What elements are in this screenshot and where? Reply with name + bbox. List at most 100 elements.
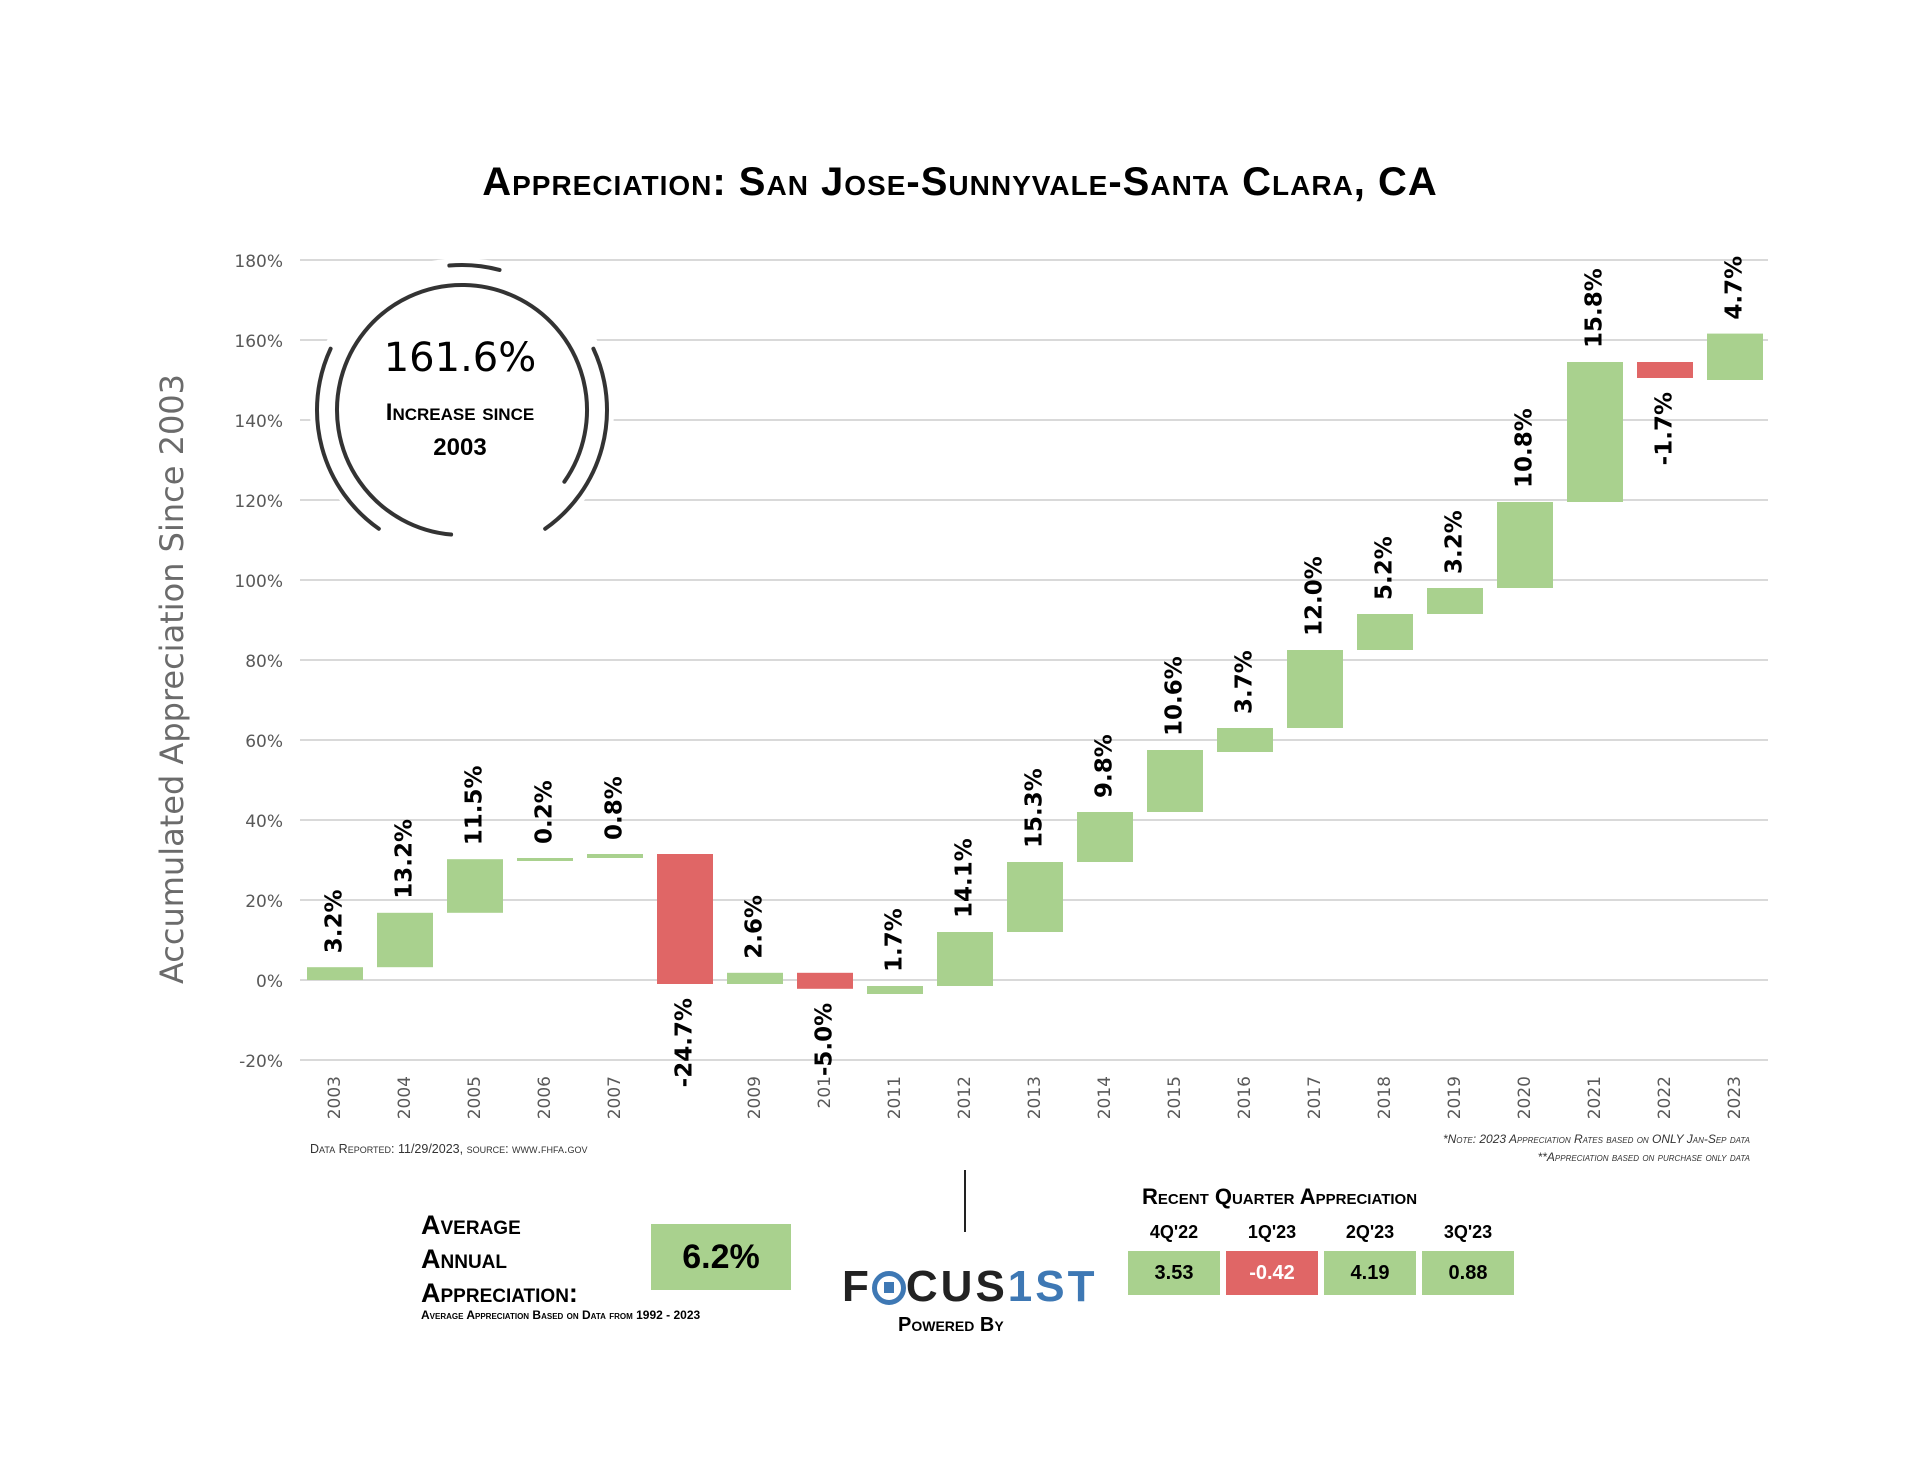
quarter-value-cell: 0.88 <box>1422 1251 1514 1295</box>
bar <box>587 854 643 858</box>
bar-label: -5.0% <box>812 1003 838 1076</box>
x-tick-label: 2018 <box>1375 1076 1395 1119</box>
x-tick-label: 2016 <box>1235 1076 1255 1119</box>
y-axis-title: Accumulated Appreciation Since 2003 <box>153 373 191 985</box>
y-tick-label: 20% <box>245 892 283 912</box>
x-tick-label: 2014 <box>1095 1076 1115 1119</box>
bar <box>447 859 503 913</box>
bar-label: 9.8% <box>1092 734 1118 798</box>
callout-label: Increase since 2003 <box>360 395 560 465</box>
powered-by: Powered By <box>898 1314 1004 1336</box>
y-tick-label: 140% <box>234 412 283 432</box>
average-label-line2: Annual <box>421 1244 507 1274</box>
focus1st-logo: F CUS1ST <box>842 1262 1098 1312</box>
bar <box>1497 502 1553 588</box>
y-tick-label: 160% <box>234 332 283 352</box>
y-tick-label: 100% <box>234 572 283 592</box>
x-tick-label: 2007 <box>605 1076 625 1119</box>
bar-label: 10.8% <box>1512 408 1538 488</box>
ring-arc <box>447 263 502 272</box>
callout-label-line1: Increase since <box>385 399 535 426</box>
x-tick-label: 2009 <box>745 1076 765 1119</box>
bar <box>307 967 363 980</box>
bar <box>377 912 433 968</box>
bar <box>797 972 853 989</box>
x-tick-label: 2003 <box>325 1076 345 1119</box>
bar-label: 13.2% <box>392 819 418 899</box>
bar-label: 3.2% <box>1442 510 1468 574</box>
x-tick-label: 2006 <box>535 1076 555 1119</box>
bar-label: 3.7% <box>1232 650 1258 714</box>
x-tick-label: 2023 <box>1725 1076 1745 1119</box>
x-tick-labels: 2003 2004 2005 2006 2007 2009 201 2011 2012 2013 2… <box>325 1076 1745 1119</box>
bar <box>1707 333 1763 380</box>
bar <box>867 986 923 994</box>
quarter-label: 1Q'23 <box>1247 1222 1297 1242</box>
house-o-icon <box>871 1271 906 1305</box>
y-tick-label: 60% <box>245 732 283 752</box>
y-tick-label: 0% <box>256 972 283 992</box>
bar <box>1217 728 1273 752</box>
source-note: Data Reported: 11/29/2023, source: www.f… <box>310 1142 588 1156</box>
bar <box>937 932 993 986</box>
bar-label: -1.7% <box>1652 392 1678 465</box>
callout-backdrop <box>310 258 614 562</box>
callout-value: 161.6% <box>383 335 537 381</box>
bars <box>307 333 1763 994</box>
x-tick-label: 2021 <box>1585 1076 1605 1119</box>
x-tick-label: 201 <box>815 1076 835 1108</box>
quarter-value-cell: 3.53 <box>1128 1251 1220 1295</box>
x-tick-label: 2020 <box>1515 1076 1535 1119</box>
y-tick-label: 180% <box>234 252 283 272</box>
x-tick-label: 2005 <box>465 1076 485 1119</box>
bar-label: 11.5% <box>462 765 488 845</box>
bar-label: 2.6% <box>742 895 768 959</box>
y-tick-label: 40% <box>245 812 283 832</box>
x-tick-label: 2015 <box>1165 1076 1185 1119</box>
bar-label: 1.7% <box>882 908 908 972</box>
y-tick-labels: -20% 0% 20% 40% 60% 80% 100% 120% 140% 160% 180% <box>234 252 283 1072</box>
x-tick-label: 2019 <box>1445 1076 1465 1119</box>
x-tick-label: 2012 <box>955 1076 975 1119</box>
bar-label: 5.2% <box>1372 536 1398 600</box>
recent-quarter-title: Recent Quarter Appreciation <box>1142 1184 1418 1209</box>
logo-letters-cus: CUS <box>905 1262 1008 1311</box>
ring-arc <box>543 346 609 531</box>
average-note: Average Appreciation Based on Data from … <box>421 1308 701 1322</box>
footnote-purchase-only: **Appreciation based on purchase only da… <box>1537 1150 1750 1164</box>
bar-labels: 3.2% 13.2% 11.5% 0.2% 0.8% -24.7% 2.6% -5.0% 1.7… <box>322 256 1748 1088</box>
quarter-value-cell: 4.19 <box>1324 1251 1416 1295</box>
footnote-jan-sep: *Note: 2023 Appreciation Rates based on … <box>1442 1132 1750 1146</box>
bar <box>1357 614 1413 650</box>
quarter-label: 2Q'23 <box>1345 1222 1395 1242</box>
bar-label: 15.3% <box>1022 768 1048 848</box>
callout-ring-icon <box>310 258 614 562</box>
logo-letter-f: F <box>842 1262 872 1311</box>
quarter-value-cell: -0.42 <box>1226 1251 1318 1295</box>
quarter-label: 3Q'23 <box>1443 1222 1493 1242</box>
average-value-box: 6.2% <box>651 1224 791 1290</box>
logo-1st: 1ST <box>1007 1262 1098 1311</box>
bar <box>1427 588 1483 614</box>
y-tick-label: 120% <box>234 492 283 512</box>
bar-label: 3.2% <box>322 889 348 953</box>
chart-title: Appreciation: San Jose-Sunnyvale-Santa C… <box>482 160 1438 204</box>
x-tick-label: 2017 <box>1305 1076 1325 1119</box>
bar <box>1287 650 1343 728</box>
x-tick-label: 2011 <box>885 1076 905 1119</box>
callout-label-line2: 2003 <box>433 434 487 461</box>
x-tick-label: 2013 <box>1025 1076 1045 1119</box>
average-label-line1: Average <box>421 1210 521 1240</box>
bar-label: 15.8% <box>1582 268 1608 348</box>
bar <box>1637 362 1693 378</box>
bar-label: 10.6% <box>1162 656 1188 736</box>
x-tick-label: 2004 <box>395 1076 415 1119</box>
bar-label: 0.8% <box>602 776 628 840</box>
bar <box>657 854 713 984</box>
bar-label: 14.1% <box>952 838 978 918</box>
bar <box>1077 812 1133 862</box>
quarter-label: 4Q'22 <box>1149 1222 1199 1242</box>
ring-arc <box>335 283 589 537</box>
average-value: 6.2% <box>682 1237 760 1276</box>
